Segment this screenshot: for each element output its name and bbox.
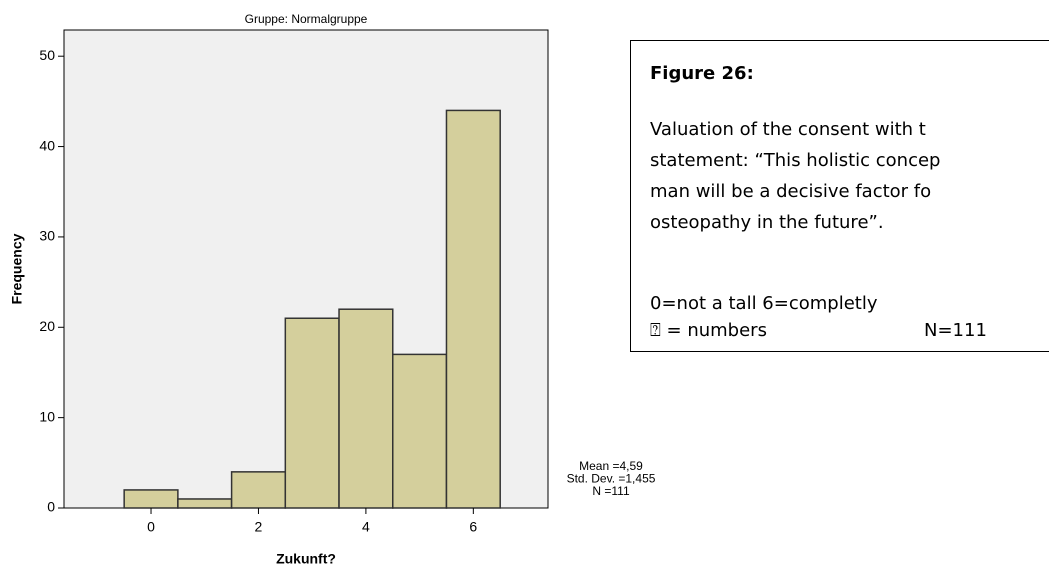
chart-title: Gruppe: Normalgruppe — [245, 12, 368, 26]
stat-label: Std. Dev. =1,455 — [567, 472, 656, 486]
bar — [123, 489, 179, 509]
y-tick-label: 0 — [47, 499, 55, 515]
note-line: osteopathy in the future”. — [650, 212, 884, 233]
y-axis-label: Frequency — [9, 233, 25, 304]
note-n: N=111 — [924, 320, 987, 341]
y-tick-label: 40 — [39, 137, 55, 153]
y-tick-label: 50 — [39, 47, 55, 63]
bar — [230, 471, 287, 509]
figure-note: Figure 26: Valuation of the consent with… — [630, 40, 1049, 352]
bar — [338, 308, 394, 509]
x-axis-label: Zukunft? — [276, 551, 336, 567]
note-line: Valuation of the consent with t — [650, 119, 926, 140]
bar — [445, 109, 501, 509]
stat-label: N =111 — [592, 484, 630, 498]
note-legend: 0=not a tall 6=completly — [650, 293, 878, 314]
stat-label: Mean =4,59 — [579, 459, 643, 473]
note-symbol: ⍰ = numbers — [650, 320, 767, 341]
y-tick-label: 30 — [39, 228, 55, 244]
bar — [392, 353, 448, 509]
note-heading: Figure 26: — [650, 63, 754, 84]
note-line: man will be a decisive factor fo — [650, 181, 932, 202]
x-tick-label: 2 — [255, 519, 263, 535]
x-tick-label: 4 — [362, 519, 370, 535]
x-tick-label: 0 — [147, 519, 155, 535]
y-tick-label: 10 — [39, 408, 55, 424]
x-tick-label: 6 — [469, 519, 477, 535]
note-line: statement: “This holistic concep — [650, 150, 941, 171]
y-tick-label: 20 — [39, 318, 55, 334]
bar — [177, 498, 233, 509]
bar — [284, 317, 340, 509]
